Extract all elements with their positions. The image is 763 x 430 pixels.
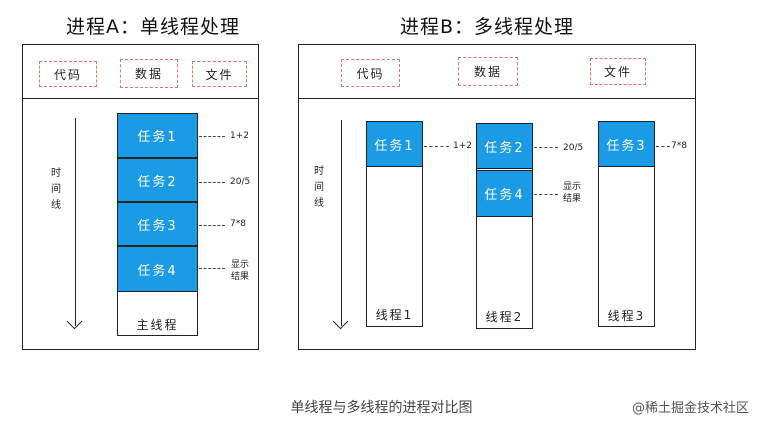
process-b-header-divider — [298, 98, 696, 99]
process-b-thread-3-label: 线程3 — [607, 309, 646, 323]
process-b-timeline-axis — [341, 120, 342, 326]
process-a-timeline-label: 时 间 线 — [49, 166, 63, 214]
figure-caption: 单线程与多线程的进程对比图 — [290, 400, 473, 416]
timeline-char: 线 — [314, 198, 324, 209]
timeline-char: 间 — [51, 184, 61, 195]
process-b-task-1: 任务1 — [366, 121, 423, 167]
process-b-code-box: 代码 — [341, 59, 400, 87]
leader-line — [199, 268, 225, 269]
process-b-file-box: 文件 — [590, 58, 646, 85]
watermark: @稀土掘金技术社区 — [631, 401, 749, 416]
process-b-task-4-note: 显示 结果 — [563, 181, 581, 205]
note-line: 显示 — [231, 260, 250, 270]
process-a-timeline-axis — [75, 118, 76, 326]
process-a-task-1: 任务1 — [117, 113, 198, 158]
process-a-box — [22, 44, 259, 350]
process-a-task-2-note: 20/5 — [230, 177, 251, 187]
leader-line — [199, 182, 225, 183]
process-b-task-4: 任务4 — [476, 170, 533, 217]
process-b-task-3: 任务3 — [598, 121, 655, 167]
process-a-task-3: 任务3 — [117, 202, 198, 246]
process-a-main-thread-label: 主线程 — [136, 318, 179, 332]
process-a-code-box: 代码 — [39, 61, 97, 87]
process-b-box — [298, 44, 696, 350]
process-a-task-3-note: 7*8 — [230, 219, 246, 229]
process-a-data-box: 数据 — [120, 59, 178, 88]
process-b-task-1-note: 1+2 — [453, 141, 472, 151]
process-b-title: 进程B：多线程处理 — [400, 16, 575, 38]
process-a-task-4: 任务4 — [117, 246, 198, 292]
process-b-task-3-note: 7*8 — [671, 141, 687, 151]
timeline-char: 时 — [51, 168, 61, 179]
leader-line — [424, 146, 449, 147]
leader-line — [199, 225, 225, 226]
process-b-task-2-note: 20/5 — [563, 143, 584, 153]
leader-line — [534, 194, 558, 195]
process-a-header-divider — [22, 98, 259, 99]
process-a-task-1-note: 1+2 — [230, 131, 249, 141]
note-line: 结果 — [231, 272, 250, 282]
process-b-data-box: 数据 — [458, 57, 518, 86]
process-b-thread-1-label: 线程1 — [375, 308, 414, 322]
timeline-char: 间 — [314, 182, 324, 193]
process-b-timeline-label: 时 间 线 — [312, 164, 326, 212]
process-a-task-4-note: 显示 结果 — [231, 259, 249, 283]
note-line: 结果 — [563, 194, 582, 204]
note-line: 显示 — [563, 182, 582, 192]
leader-line — [656, 146, 670, 147]
timeline-char: 线 — [51, 200, 61, 211]
process-b-thread-2-label: 线程2 — [485, 310, 524, 324]
leader-line — [199, 136, 225, 137]
leader-line — [534, 147, 558, 148]
process-a-task-2: 任务2 — [117, 158, 198, 202]
process-b-task-2: 任务2 — [476, 123, 533, 169]
process-a-file-box: 文件 — [192, 61, 247, 87]
process-a-title: 进程A：单线程处理 — [66, 16, 240, 38]
timeline-char: 时 — [314, 166, 324, 177]
